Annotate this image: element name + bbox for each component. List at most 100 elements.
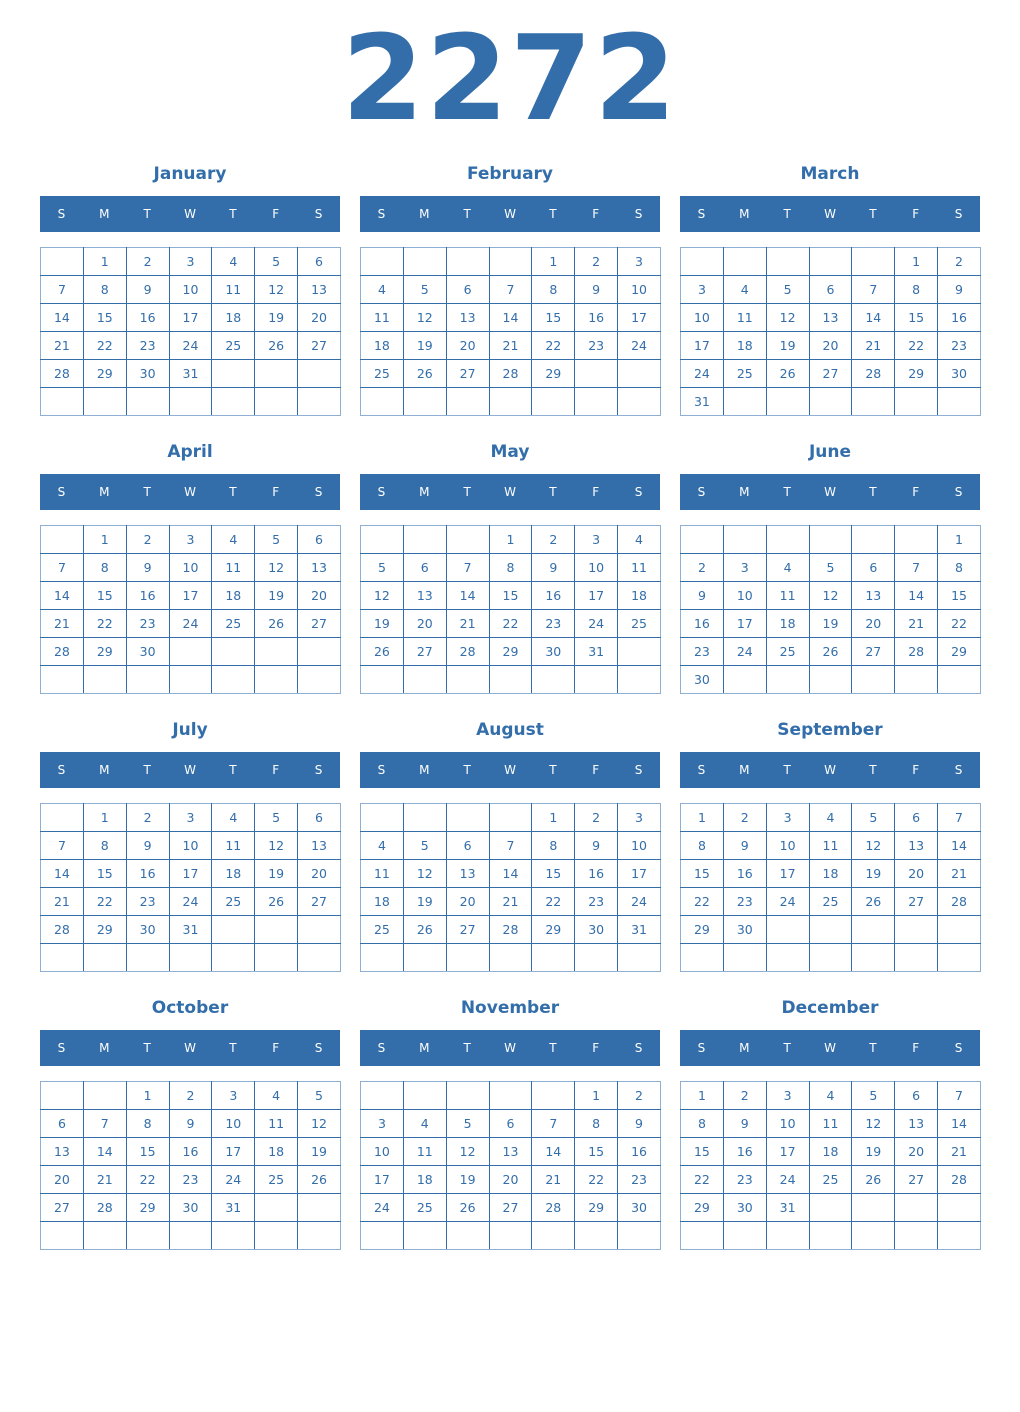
weekday-label: T: [143, 763, 151, 777]
week-row: 14 15 16 17 18 19 20: [40, 581, 341, 610]
day-grid: 1 2 3 4 5 6 7 8 9 10 11 12 13 14 15 16 17 18 19 20 21 22 23 24 2…: [680, 525, 981, 694]
day-cell: 5: [402, 831, 447, 860]
weekday-label: F: [592, 485, 600, 499]
day-cell: 19: [402, 331, 447, 360]
day-cell: [254, 1193, 299, 1222]
day-cell: 18: [617, 581, 661, 610]
weekday-label: S: [697, 207, 706, 221]
day-cell: [40, 665, 84, 694]
day-cell: [402, 943, 447, 972]
day-cell: 18: [402, 1165, 447, 1194]
day-cell: 24: [617, 887, 661, 916]
weekday-label: T: [783, 763, 791, 777]
day-cell: 29: [488, 637, 533, 666]
day-cell: 3: [168, 525, 213, 554]
day-cell: 15: [894, 303, 939, 332]
day-cell: 17: [211, 1137, 256, 1166]
day-cell: 25: [617, 609, 661, 638]
day-cell: 26: [360, 637, 404, 666]
day-cell: 24: [680, 359, 724, 388]
day-cell: [680, 247, 724, 276]
day-cell: 27: [808, 359, 853, 388]
day-cell: [851, 525, 896, 554]
day-cell: 7: [488, 831, 533, 860]
day-cell: 28: [937, 887, 981, 916]
day-cell: 3: [360, 1109, 404, 1138]
weekday-label: S: [697, 1041, 706, 1055]
month-title: August: [476, 720, 544, 740]
day-cell: [937, 1193, 981, 1222]
day-cell: 5: [254, 803, 299, 832]
day-cell: 30: [937, 359, 981, 388]
day-cell: 8: [82, 831, 127, 860]
day-cell: 10: [680, 303, 724, 332]
week-row: 14 15 16 17 18 19 20: [40, 303, 341, 332]
day-cell: 8: [82, 553, 127, 582]
weekday-label: T: [143, 207, 151, 221]
day-cell: 5: [851, 803, 896, 832]
day-cell: 13: [445, 859, 490, 888]
day-cell: 27: [894, 887, 939, 916]
month-title: February: [466, 164, 554, 184]
weekday-label: S: [314, 1041, 323, 1055]
day-cell: 1: [82, 525, 127, 554]
weekday-label: W: [824, 485, 836, 499]
day-cell: 11: [765, 581, 810, 610]
day-cell: [297, 359, 341, 388]
day-cell: 12: [402, 859, 447, 888]
week-row: 9 10 11 12 13 14 15: [680, 581, 981, 610]
day-cell: 3: [765, 803, 810, 832]
day-cell: 8: [680, 1109, 724, 1138]
day-cell: 21: [82, 1165, 127, 1194]
day-cell: 1: [574, 1081, 619, 1110]
day-cell: [617, 665, 661, 694]
week-row: 5 6 7 8 9 10 11: [360, 553, 661, 582]
weekday-label: T: [549, 1041, 557, 1055]
month-title: December: [781, 998, 879, 1018]
weekday-label: W: [184, 763, 196, 777]
day-cell: 31: [680, 387, 724, 416]
day-cell: 25: [254, 1165, 299, 1194]
day-cell: 2: [937, 247, 981, 276]
week-row: 7 8 9 10 11 12 13: [40, 831, 341, 860]
day-cell: 19: [360, 609, 404, 638]
day-cell: 21: [40, 609, 84, 638]
day-cell: 9: [125, 831, 170, 860]
day-cell: 9: [680, 581, 724, 610]
day-cell: 30: [617, 1193, 661, 1222]
weekday-label: T: [549, 763, 557, 777]
day-cell: [82, 665, 127, 694]
week-row: 1: [680, 525, 981, 554]
weekday-label: S: [634, 1041, 643, 1055]
day-cell: [40, 943, 84, 972]
day-cell: [211, 943, 256, 972]
day-cell: 6: [297, 247, 341, 276]
day-cell: 28: [40, 637, 84, 666]
day-cell: 18: [254, 1137, 299, 1166]
weekday-label: S: [697, 763, 706, 777]
day-cell: 23: [125, 331, 170, 360]
day-cell: 7: [488, 275, 533, 304]
day-cell: 15: [680, 859, 724, 888]
day-cell: 11: [360, 859, 404, 888]
day-cell: 26: [402, 359, 447, 388]
week-row: [680, 1221, 981, 1250]
day-cell: 18: [211, 859, 256, 888]
day-cell: 2: [617, 1081, 661, 1110]
day-cell: [937, 665, 981, 694]
day-cell: [168, 387, 213, 416]
day-cell: 11: [211, 831, 256, 860]
day-cell: 7: [40, 553, 84, 582]
day-cell: 7: [40, 275, 84, 304]
day-cell: 2: [168, 1081, 213, 1110]
day-cell: 29: [531, 359, 576, 388]
day-cell: 30: [125, 915, 170, 944]
day-cell: [894, 387, 939, 416]
day-cell: [360, 1081, 404, 1110]
day-cell: 29: [125, 1193, 170, 1222]
